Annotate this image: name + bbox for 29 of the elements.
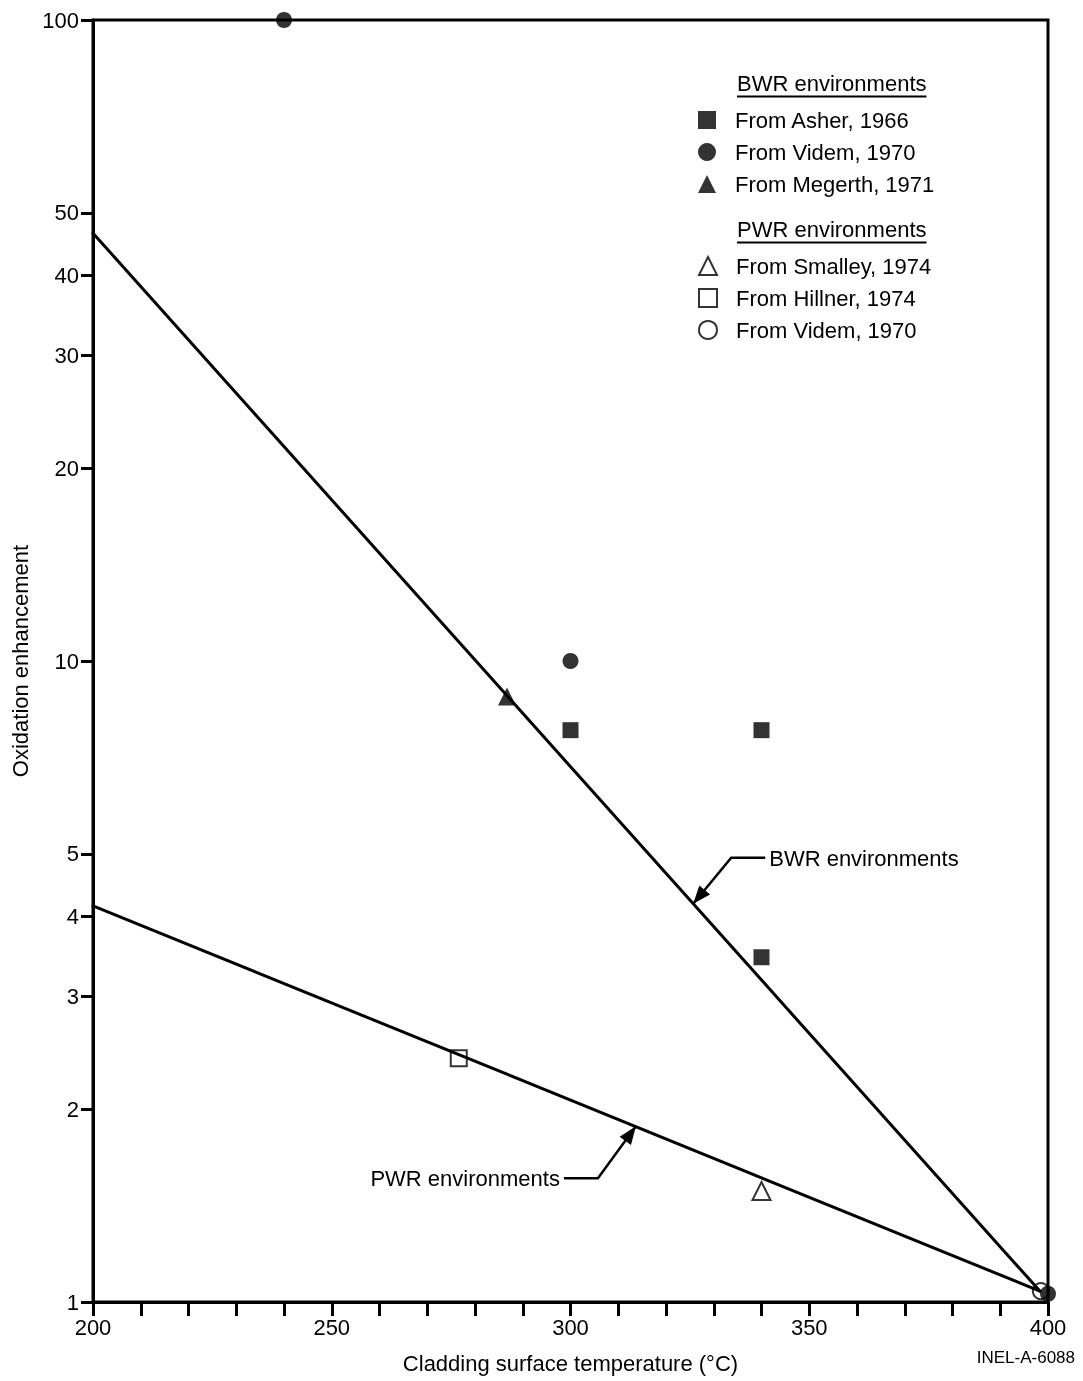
y-axis-title: Oxidation enhancement — [7, 544, 33, 778]
legend-label: From Hillner, 1974 — [736, 285, 916, 311]
x-axis-title: Cladding surface temperature (°C) — [402, 1350, 739, 1376]
y-tick-label: 50 — [54, 200, 79, 226]
legend-label: From Videm, 1970 — [735, 139, 916, 165]
x-tick-label: 250 — [313, 1314, 351, 1340]
y-tick-label: 4 — [66, 903, 79, 929]
x-tick-label: 350 — [790, 1314, 828, 1340]
y-tick-label: 40 — [54, 262, 79, 288]
annotation: BWR environments — [769, 845, 959, 871]
legend-label: From Megerth, 1971 — [735, 171, 935, 197]
y-tick-label: 30 — [54, 342, 79, 368]
y-tick-label: 20 — [54, 455, 79, 481]
x-tick-label: 200 — [74, 1314, 112, 1340]
text: INEL-A-6088 — [976, 1348, 1075, 1367]
y-tick-label: 100 — [42, 7, 79, 33]
y-tick-label: 1 — [66, 1289, 79, 1315]
y-tick-label: 5 — [66, 841, 79, 867]
annotation: PWR environments — [370, 1166, 560, 1192]
annotation: BWR environments — [737, 70, 927, 96]
x-tick-label: 300 — [552, 1314, 589, 1340]
legend-label: From Asher, 1966 — [735, 107, 909, 133]
legend-label: From Smalley, 1974 — [736, 253, 932, 279]
y-tick-label: 3 — [66, 983, 79, 1009]
y-tick-label: 2 — [66, 1096, 79, 1122]
annotation: PWR environments — [737, 216, 927, 242]
x-tick-label: 400 — [1029, 1314, 1067, 1340]
legend-label: From Videm, 1970 — [736, 317, 917, 343]
y-tick-label: 10 — [54, 648, 79, 674]
